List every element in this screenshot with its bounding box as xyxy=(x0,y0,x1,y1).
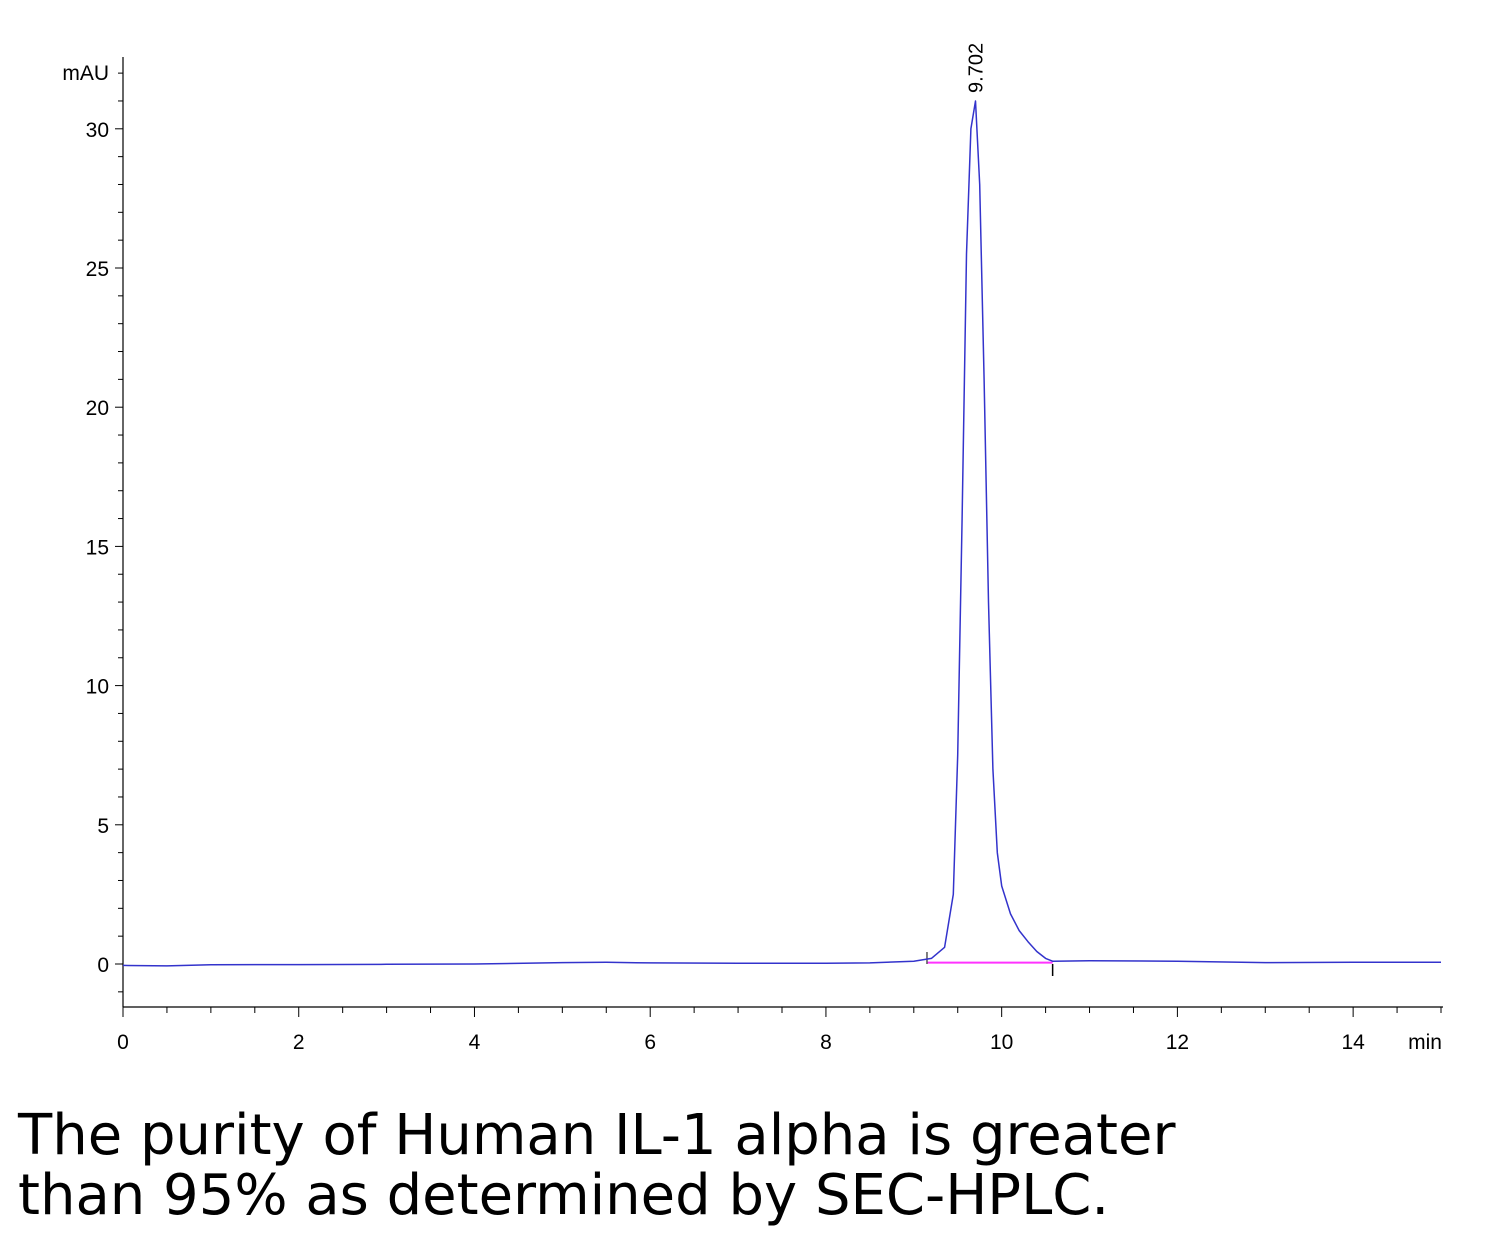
x-tick-label: 4 xyxy=(469,1031,481,1054)
y-tick-label: 15 xyxy=(86,536,109,559)
y-tick-label: 10 xyxy=(86,676,109,699)
y-tick-label: 30 xyxy=(86,119,109,142)
x-tick-label: 0 xyxy=(117,1031,129,1054)
x-tick-label: 14 xyxy=(1341,1031,1365,1054)
x-axis-label: min xyxy=(1408,1031,1442,1054)
plot-area: 9.702 xyxy=(122,43,1441,976)
caption: The purity of Human IL-1 alpha is greate… xyxy=(18,1106,1478,1226)
series-line xyxy=(122,100,1441,967)
caption-line-1: The purity of Human IL-1 alpha is greate… xyxy=(18,1103,1176,1168)
y-tick-label: 0 xyxy=(97,954,109,977)
y-axis-label: mAU xyxy=(62,62,109,85)
y-tick-label: 20 xyxy=(86,397,109,420)
caption-line-2: than 95% as determined by SEC-HPLC. xyxy=(18,1163,1110,1228)
chromatogram-chart: 0 5 10 15 20 25 30 mAU 0 2 4 6 8 10 12 14 min 9.702 xyxy=(62,43,1443,1054)
y-tick-label: 5 xyxy=(97,815,109,838)
x-tick-label: 6 xyxy=(644,1031,656,1054)
x-tick-label: 12 xyxy=(1166,1031,1189,1054)
y-tick-label: 25 xyxy=(86,258,109,281)
x-tick-label: 2 xyxy=(293,1031,305,1054)
x-tick-label: 10 xyxy=(990,1031,1013,1054)
axes xyxy=(122,57,1443,1008)
ticks: 0 5 10 15 20 25 30 mAU 0 2 4 6 8 10 12 14 min xyxy=(62,62,1442,1054)
x-tick-label: 8 xyxy=(820,1031,832,1054)
peak-label: 9.702 xyxy=(965,43,987,93)
